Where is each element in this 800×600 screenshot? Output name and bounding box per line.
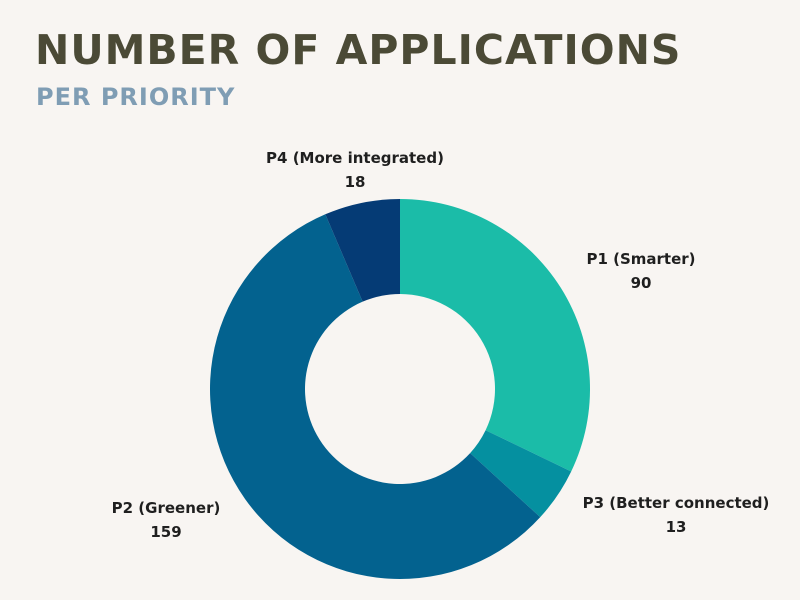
slice-label-2: P3 (Better connected)	[583, 494, 770, 512]
chart-title: NUMBER OF APPLICATIONS	[35, 26, 682, 74]
slices-group	[210, 199, 590, 579]
slice-value-2: 13	[666, 518, 687, 536]
slice-value-4: 18	[345, 173, 366, 191]
slice-label-1: P1 (Smarter)	[586, 250, 695, 268]
donut-slice-2	[470, 430, 572, 518]
slice-value-1: 90	[631, 274, 652, 292]
slice-value-3: 159	[150, 523, 181, 541]
labels-group: P1 (Smarter) 90 P3 (Better connected) 13 P2 …	[112, 149, 770, 541]
slice-label-3: P2 (Greener)	[112, 499, 221, 517]
donut-slice-1	[400, 199, 590, 472]
donut-slice-4	[325, 199, 400, 302]
donut-slice-3	[210, 214, 541, 579]
slice-label-4: P4 (More integrated)	[266, 149, 444, 167]
chart-subtitle: PER PRIORITY	[36, 83, 236, 111]
